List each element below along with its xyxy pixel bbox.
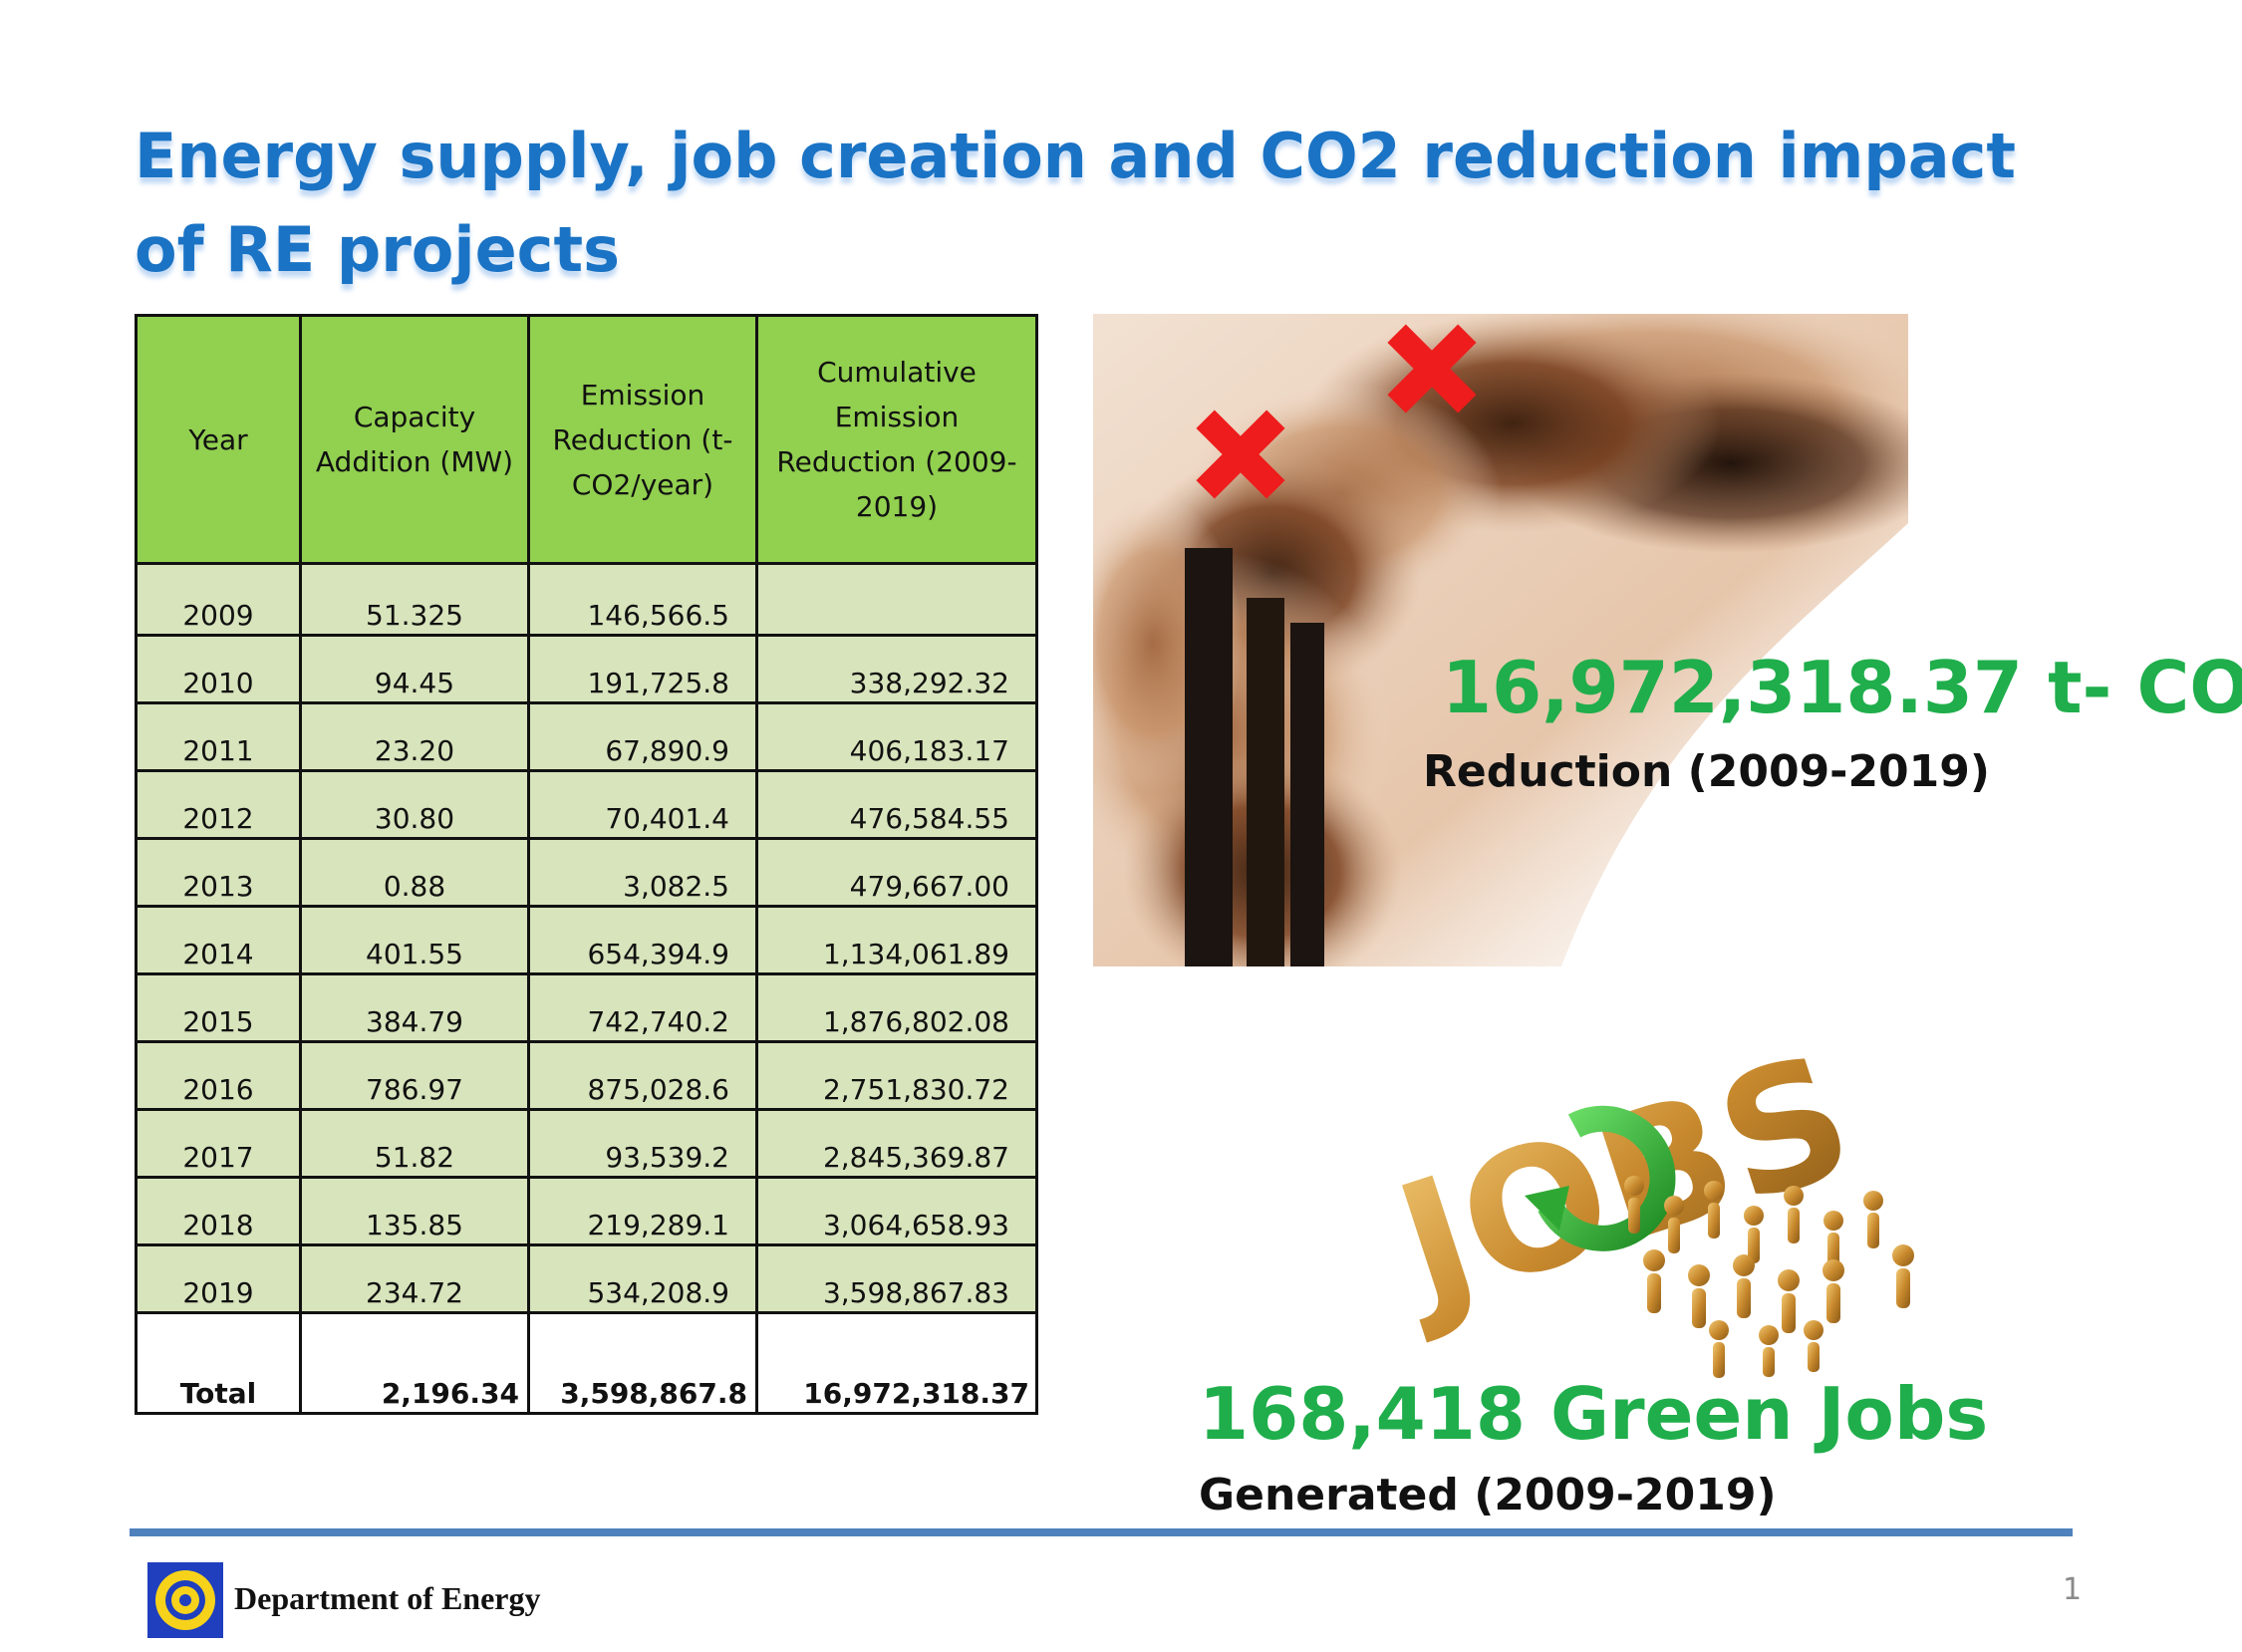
cell-cumulative: 476,584.55 bbox=[755, 769, 1038, 840]
cell-emission: 219,289.1 bbox=[527, 1176, 758, 1246]
jobs-image-text: JOBS bbox=[1375, 1017, 1873, 1349]
green-jobs-value: 168,418 Green Jobs bbox=[1199, 1372, 1989, 1456]
cell-cumulative: 406,183.17 bbox=[755, 701, 1038, 772]
table-row: 2013 0.88 3,082.5 479,667.00 bbox=[135, 837, 1038, 908]
cross-mark-icon bbox=[1196, 410, 1285, 499]
cell-emission: 3,082.5 bbox=[527, 837, 758, 908]
cell-year: 2015 bbox=[135, 972, 302, 1043]
cell-emission: 191,725.8 bbox=[527, 634, 758, 704]
cell-capacity: 30.80 bbox=[299, 769, 530, 840]
table-row: 2010 94.45 191,725.8 338,292.32 bbox=[135, 634, 1038, 704]
cell-year: 2014 bbox=[135, 905, 302, 975]
table-row: 2012 30.80 70,401.4 476,584.55 bbox=[135, 769, 1038, 840]
re-impact-table: Year Capacity Addition (MW) Emission Red… bbox=[135, 314, 1038, 1415]
cell-emission: 93,539.2 bbox=[527, 1108, 758, 1179]
cell-cumulative: 3,064,658.93 bbox=[755, 1176, 1038, 1246]
table-row: 2009 51.325 146,566.5 bbox=[135, 562, 1038, 637]
cell-emission: 67,890.9 bbox=[527, 701, 758, 772]
cell-emission: 875,028.6 bbox=[527, 1040, 758, 1111]
cell-year: 2018 bbox=[135, 1176, 302, 1246]
cell-cumulative: 3,598,867.83 bbox=[755, 1243, 1038, 1314]
header-cumulative: Cumulative Emission Reduction (2009-2019… bbox=[755, 314, 1038, 565]
cell-capacity: 135.85 bbox=[299, 1176, 530, 1246]
cell-year: 2013 bbox=[135, 837, 302, 908]
cell-year: 2019 bbox=[135, 1243, 302, 1314]
header-capacity: Capacity Addition (MW) bbox=[299, 314, 530, 565]
table-row: 2015 384.79 742,740.2 1,876,802.08 bbox=[135, 972, 1038, 1043]
doe-seal-logo bbox=[147, 1562, 223, 1638]
table-row: 2011 23.20 67,890.9 406,183.17 bbox=[135, 701, 1038, 772]
total-cumulative: 16,972,318.37 bbox=[755, 1311, 1038, 1415]
green-jobs-caption: Generated (2009-2019) bbox=[1199, 1470, 1777, 1520]
cell-year: 2009 bbox=[135, 562, 302, 637]
table-row: 2016 786.97 875,028.6 2,751,830.72 bbox=[135, 1040, 1038, 1111]
cell-year: 2012 bbox=[135, 769, 302, 840]
cell-capacity: 401.55 bbox=[299, 905, 530, 975]
table-row: 2017 51.82 93,539.2 2,845,369.87 bbox=[135, 1108, 1038, 1179]
table-row: 2014 401.55 654,394.9 1,134,061.89 bbox=[135, 905, 1038, 975]
cell-emission: 654,394.9 bbox=[527, 905, 758, 975]
header-emission: Emission Reduction (t-CO2/year) bbox=[527, 314, 758, 565]
cell-cumulative: 2,751,830.72 bbox=[755, 1040, 1038, 1111]
cell-emission: 742,740.2 bbox=[527, 972, 758, 1043]
cell-year: 2011 bbox=[135, 701, 302, 772]
table-row: 2019 234.72 534,208.9 3,598,867.83 bbox=[135, 1243, 1038, 1314]
co2-reduction-caption: Reduction (2009-2019) bbox=[1423, 746, 1991, 797]
smokestack-pollution-image bbox=[1093, 314, 1908, 966]
cell-capacity: 0.88 bbox=[299, 837, 530, 908]
slide-title: Energy supply, job creation and CO2 redu… bbox=[135, 120, 2016, 286]
cell-cumulative: 1,876,802.08 bbox=[755, 972, 1038, 1043]
cell-capacity: 786.97 bbox=[299, 1040, 530, 1111]
table-row: 2018 135.85 219,289.1 3,064,658.93 bbox=[135, 1176, 1038, 1246]
table-header-row: Year Capacity Addition (MW) Emission Red… bbox=[135, 314, 1038, 565]
cell-capacity: 234.72 bbox=[299, 1243, 530, 1314]
cell-capacity: 94.45 bbox=[299, 634, 530, 704]
cell-year: 2017 bbox=[135, 1108, 302, 1179]
footer-divider bbox=[130, 1528, 2073, 1536]
cross-mark-icon bbox=[1387, 324, 1477, 413]
recycle-arrow-icon bbox=[1525, 1105, 1676, 1251]
department-name: Department of Energy bbox=[234, 1580, 541, 1616]
header-year: Year bbox=[135, 314, 302, 565]
cell-cumulative: 479,667.00 bbox=[755, 837, 1038, 908]
co2-reduction-value: 16,972,318.37 t- CO2 bbox=[1442, 646, 2242, 729]
cell-emission: 70,401.4 bbox=[527, 769, 758, 840]
table-total-row: Total 2,196.34 3,598,867.8 16,972,318.37 bbox=[135, 1311, 1038, 1415]
cell-capacity: 51.82 bbox=[299, 1108, 530, 1179]
green-jobs-illustration: JOBS bbox=[1375, 1017, 1914, 1378]
cell-emission: 534,208.9 bbox=[527, 1243, 758, 1314]
walking-figures-icon bbox=[1624, 1176, 1914, 1378]
cell-cumulative: 1,134,061.89 bbox=[755, 905, 1038, 975]
cell-cumulative bbox=[755, 562, 1038, 637]
total-emission: 3,598,867.8 bbox=[527, 1311, 758, 1415]
cell-capacity: 51.325 bbox=[299, 562, 530, 637]
total-capacity: 2,196.34 bbox=[299, 1311, 530, 1415]
total-label: Total bbox=[135, 1311, 302, 1415]
cell-year: 2016 bbox=[135, 1040, 302, 1111]
cell-emission: 146,566.5 bbox=[527, 562, 758, 637]
page-number: 1 bbox=[2063, 1572, 2083, 1607]
cell-cumulative: 338,292.32 bbox=[755, 634, 1038, 704]
cell-capacity: 23.20 bbox=[299, 701, 530, 772]
cell-capacity: 384.79 bbox=[299, 972, 530, 1043]
cell-year: 2010 bbox=[135, 634, 302, 704]
cell-cumulative: 2,845,369.87 bbox=[755, 1108, 1038, 1179]
